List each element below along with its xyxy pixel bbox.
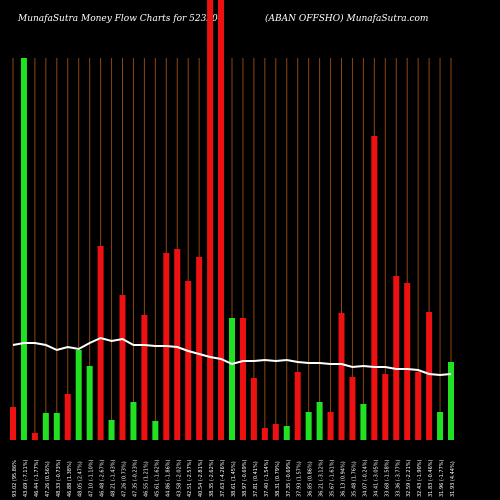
x-tick-label: 46.88 (1.38%) [67, 461, 73, 497]
bar [239, 318, 246, 440]
x-tick-label: 37.81 (0.41%) [253, 461, 259, 497]
x-tick-label: 37.40 (-1.54%) [264, 459, 270, 497]
x-tick-label: 33.68 (-1.58%) [384, 459, 390, 497]
x-tick-label: 43.58 (-2.02%) [176, 459, 182, 497]
bar [207, 0, 214, 440]
x-tick-label: 46.48 (-2.67%) [100, 459, 106, 497]
x-tick-label: 38.35 (-2.62%) [209, 459, 215, 497]
bar [283, 426, 290, 440]
x-tick-label: 31.83 (-0.46%) [428, 459, 434, 497]
bar [360, 404, 367, 440]
x-tick-label: 45.61 (-1.62%) [154, 459, 160, 497]
bar [294, 372, 301, 440]
bar [338, 313, 345, 440]
x-tick-label: 38.97 (-0.69%) [242, 459, 248, 497]
bar [272, 424, 279, 440]
bar [218, 0, 225, 440]
x-tick-label: 31.93 (4.44%) [450, 461, 456, 497]
bar [75, 350, 82, 440]
x-tick-label: 46.44 (-1.77%) [34, 459, 40, 497]
bar [261, 428, 268, 440]
bar [250, 378, 257, 440]
x-tick-label: 47.26 (0.73%) [122, 461, 128, 497]
bar [349, 377, 356, 440]
x-tick-label: 38.61 (1.45%) [231, 461, 237, 497]
x-tick-label: 47.10 (-1.10%) [89, 459, 95, 497]
x-tick-label: 36.21 (-3.12%) [319, 459, 325, 497]
bar [108, 420, 115, 440]
x-tick-label: 43.69 (-7.11%) [23, 459, 29, 497]
x-tick-label: 48.21 (-1.43%) [111, 459, 117, 497]
x-tick-label: 47.26 (0.56%) [45, 461, 51, 497]
x-tick-label: 93.02 (95.86% [12, 460, 18, 497]
bar [174, 249, 181, 440]
x-tick-label: 36.85 (0.86%) [308, 461, 314, 497]
bar [327, 412, 334, 440]
money-flow-line [12, 336, 452, 377]
x-tick-label: 40.54 (-2.81%) [198, 459, 204, 497]
x-tick-label: 33.36 (-3.77%) [395, 459, 401, 497]
x-tick-label: 35.67 (-1.61%) [330, 459, 336, 497]
x-tick-label: 36.13 (0.94%) [341, 461, 347, 497]
bar [53, 413, 60, 440]
bar [316, 402, 323, 440]
bar [185, 281, 192, 440]
x-tick-label: 35.48 (1.76%) [351, 461, 357, 497]
bar [119, 295, 126, 440]
x-tick-label: 32.43 (-1.90%) [417, 459, 423, 497]
bar [196, 257, 203, 440]
x-tick-label: 48.33 (-0.73%) [56, 459, 62, 497]
site-name: (ABAN OFFSHO) MunafaSutra.com [265, 14, 429, 24]
chart-title: MunafaSutra Money Flow Charts for 523204 [18, 14, 224, 24]
bar [31, 433, 38, 440]
bar [10, 407, 16, 440]
x-tick-label: 46.55 (1.21%) [143, 461, 149, 497]
bar [86, 366, 93, 440]
x-tick-label: 37.63 (-4.26%) [220, 459, 226, 497]
bar [437, 412, 444, 440]
bar [97, 246, 104, 440]
x-tick-label: 32.59 (-2.21%) [406, 459, 412, 497]
x-tick-label: 34.41 (-3.05%) [373, 459, 379, 497]
bar [64, 394, 71, 440]
x-tick-label: 38.31 (0.79%) [275, 461, 281, 497]
bar [130, 402, 137, 440]
bar [152, 421, 159, 440]
x-tick-label: 47.35 (-0.23%) [132, 459, 138, 497]
bar [20, 58, 27, 440]
bar [229, 318, 235, 440]
bar [426, 312, 433, 440]
x-tick-label: 34.07 (-0.24%) [362, 459, 368, 497]
bar [448, 362, 454, 440]
bar [404, 283, 411, 440]
bar [415, 372, 422, 440]
x-tick-label: 37.35 (-0.69%) [286, 459, 292, 497]
bar [141, 315, 148, 440]
x-tick-label: 31.96 (-1.77%) [439, 459, 445, 497]
bar [305, 412, 312, 440]
x-tick-label: 48.05 (2.47%) [78, 461, 84, 497]
bar [393, 276, 400, 440]
x-tick-label: 37.93 (1.57%) [297, 461, 303, 497]
bar [371, 136, 378, 440]
bar [382, 374, 389, 440]
x-tick-label: 44.86 (-1.86%) [165, 459, 171, 497]
x-tick-label: 42.51 (-2.57%) [187, 459, 193, 497]
bar [42, 413, 49, 440]
